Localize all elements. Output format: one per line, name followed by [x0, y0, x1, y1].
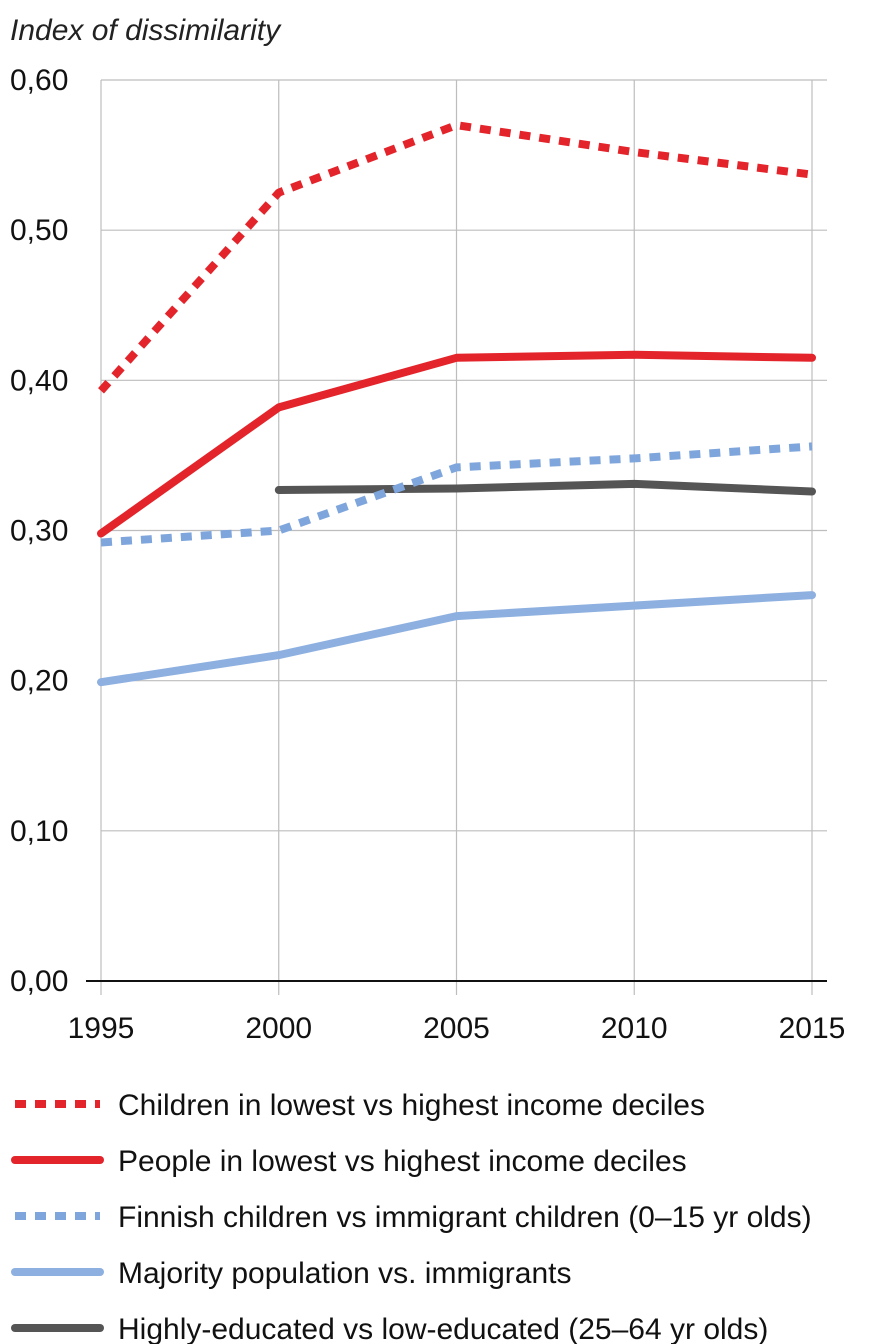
- x-tick-label: 2000: [245, 1012, 312, 1045]
- y-tick-label: 0,60: [10, 64, 68, 97]
- y-tick-label: 0,40: [10, 364, 68, 397]
- series-line-4: [97, 591, 816, 687]
- series-line-2: [97, 350, 816, 538]
- x-tick-label: 2005: [423, 1012, 490, 1045]
- x-tick-label: 2015: [779, 1012, 846, 1045]
- x-tick-label: 1995: [68, 1012, 135, 1045]
- y-axis-label: Index of dissimilarity: [10, 14, 282, 47]
- y-tick-label: 0,20: [10, 665, 68, 698]
- series-lines: [97, 121, 816, 687]
- x-tick-label: 2010: [601, 1012, 668, 1045]
- legend-label-3: Finnish children vs immigrant children (…: [118, 1201, 812, 1234]
- legend-label-2: People in lowest vs highest income decil…: [118, 1145, 687, 1178]
- series-line-3: [100, 442, 813, 547]
- legend-label-5: Highly-educated vs low-educated (25–64 y…: [118, 1313, 768, 1344]
- legend: Children in lowest vs highest income dec…: [11, 1089, 812, 1344]
- y-tick-label: 0,30: [10, 515, 68, 548]
- y-tick-label: 0,00: [10, 965, 68, 998]
- legend-label-1: Children in lowest vs highest income dec…: [118, 1089, 705, 1122]
- y-tick-label: 0,50: [10, 214, 68, 247]
- tick-labels: 0,00 0,10 0,20 0,30 0,40 0,50 0,60 1995 2000 2005…: [10, 64, 845, 1045]
- legend-label-4: Majority population vs. immigrants: [118, 1257, 572, 1290]
- series-line-5: [274, 479, 816, 496]
- y-tick-label: 0,10: [10, 815, 68, 848]
